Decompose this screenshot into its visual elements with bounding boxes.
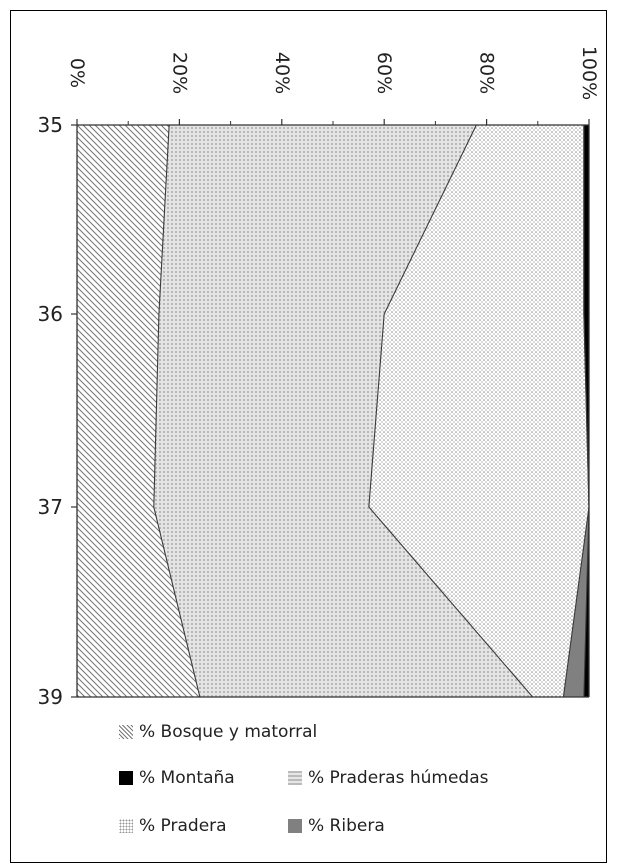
- value-tick-label: 20%: [168, 52, 190, 94]
- category-tick-label: 39: [38, 685, 63, 709]
- value-tick-label: 60%: [373, 52, 395, 94]
- legend-label: % Montaña: [139, 768, 235, 788]
- legend-label: % Pradera: [139, 816, 227, 836]
- legend-item-bosque-y-matorral: % Bosque y matorral: [119, 721, 317, 743]
- legend-swatch: [288, 771, 302, 785]
- value-tick-label: 80%: [476, 52, 498, 94]
- category-tick-label: 37: [38, 495, 63, 519]
- legend-swatch: [119, 819, 133, 833]
- area-montana: [583, 125, 589, 697]
- legend-item-praderas-humedas: % Praderas húmedas: [288, 767, 488, 789]
- boundary-bosque-y-matorral: [153, 124, 201, 698]
- legend-label: % Ribera: [308, 816, 385, 836]
- legend-label: % Bosque y matorral: [139, 722, 318, 742]
- value-tick-label: 0%: [66, 58, 88, 88]
- legend-item-pradera: % Pradera: [119, 815, 227, 837]
- stacked-area-chart: 0% 20% 40% 60% 80% 100% 35 36 37 39: [38, 46, 600, 709]
- chart-frame: 0% 20% 40% 60% 80% 100% 35 36 37 39 % Bosque y ma…: [10, 10, 607, 863]
- legend-swatch: [119, 725, 133, 739]
- area-bosque-y-matorral: [77, 125, 200, 697]
- value-tick-label: 100%: [578, 46, 600, 100]
- value-tick-label: 40%: [271, 52, 293, 94]
- legend-swatch: [288, 819, 302, 833]
- legend-label: % Praderas húmedas: [308, 768, 489, 788]
- legend-item-ribera: % Ribera: [288, 815, 385, 837]
- area-praderas-humedas: [153, 125, 533, 697]
- category-tick-label: 35: [38, 113, 63, 137]
- boundary-praderas-humedas: [368, 124, 534, 698]
- legend-swatch: [119, 771, 133, 785]
- category-tick-label: 36: [38, 302, 63, 326]
- area-pradera: [368, 125, 589, 697]
- boundary-ribera: [583, 125, 590, 698]
- legend-item-montana: % Montaña: [119, 767, 235, 789]
